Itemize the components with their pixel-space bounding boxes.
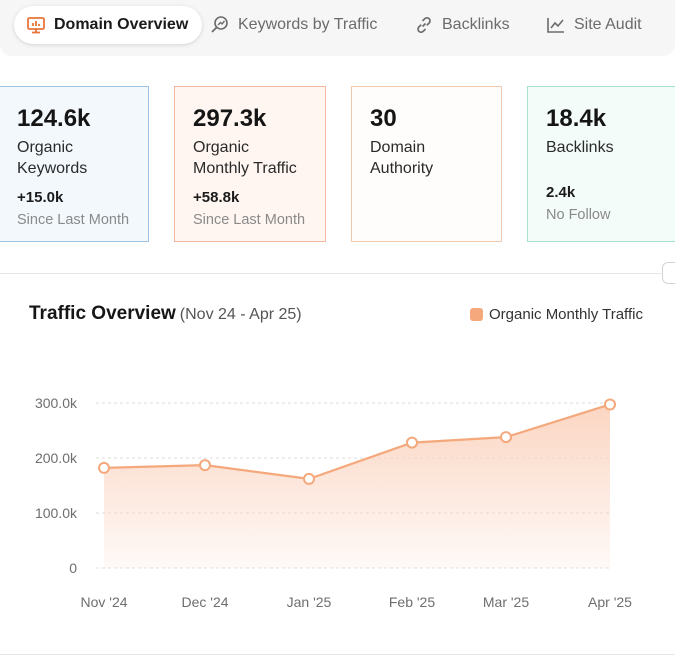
data-point[interactable] [604,398,616,411]
link-icon [414,15,434,35]
chart-date-range: (Nov 24 - Apr 25) [179,306,302,323]
tab-label: Keywords by Traffic [238,16,378,33]
metric-value: 124.6k [17,105,91,132]
metric-change: +58.8k [193,189,240,206]
legend-swatch [470,308,483,321]
data-point[interactable] [303,472,315,485]
metric-value: 30 [370,105,397,132]
x-tick-label: Mar '25 [483,594,529,610]
x-tick-label: Feb '25 [389,594,435,610]
metric-label: Domain [370,139,426,156]
metric-label: Monthly Traffic [193,160,297,177]
tab-domain-overview[interactable]: Domain Overview [14,6,203,44]
metric-change: 2.4k [546,184,576,201]
legend-label: Organic Monthly Traffic [489,306,643,323]
tab-site-audit[interactable]: Site Audit [546,6,642,44]
chart-legend: Organic Monthly Traffic [470,306,643,323]
chart-title: Traffic Overview (Nov 24 - Apr 25) [29,303,302,325]
metric-value: 297.3k [193,105,267,132]
tab-keywords-by-traffic[interactable]: Keywords by Traffic [210,6,377,44]
metric-card-organic-keywords: 124.6k Organic Keywords +15.0k Since Las… [0,86,149,242]
tab-label: Domain Overview [54,16,189,33]
area-fill [104,404,610,568]
metric-label: Authority [370,160,434,177]
bottom-divider [0,654,675,655]
metric-card-organic-monthly-traffic: 297.3k Organic Monthly Traffic +58.8k Si… [174,86,326,242]
metric-subtext: No Follow [546,207,611,223]
data-point[interactable] [98,461,110,474]
metric-subtext: Since Last Month [17,212,130,228]
y-tick-label: 300.0k [35,395,78,411]
x-tick-label: Nov '24 [80,594,127,610]
tab-bar: Domain Overview Keywords by Traffic Back… [0,0,675,56]
chart-title-text: Traffic Overview [29,303,176,324]
data-point[interactable] [406,436,418,449]
panel-toggle-icon[interactable] [662,262,675,284]
metric-label: Keywords [17,160,88,177]
tab-label: Backlinks [442,16,510,33]
data-point[interactable] [500,431,512,444]
x-tick-label: Jan '25 [287,594,332,610]
search-chart-icon [210,15,230,35]
y-tick-label: 100.0k [35,505,78,521]
metric-subtext: Since Last Month [193,212,306,228]
y-tick-label: 0 [69,560,77,576]
monitor-chart-icon [26,15,46,35]
tab-backlinks[interactable]: Backlinks [414,6,510,44]
metric-card-backlinks: 18.4k Backlinks 2.4k No Follow [527,86,675,242]
x-tick-label: Dec '24 [181,594,228,610]
series-line [103,403,611,481]
metric-label: Organic [17,139,74,156]
line-chart-icon [546,15,566,35]
metric-value: 18.4k [546,105,607,132]
y-tick-label: 200.0k [35,450,78,466]
metric-card-domain-authority: 30 Domain Authority [351,86,502,242]
x-tick-label: Apr '25 [588,594,632,610]
metric-label: Backlinks [546,139,614,156]
metric-change: +15.0k [17,189,64,206]
metric-label: Organic [193,139,250,156]
tab-label: Site Audit [574,16,642,33]
section-divider [0,273,675,274]
data-point[interactable] [199,459,211,472]
